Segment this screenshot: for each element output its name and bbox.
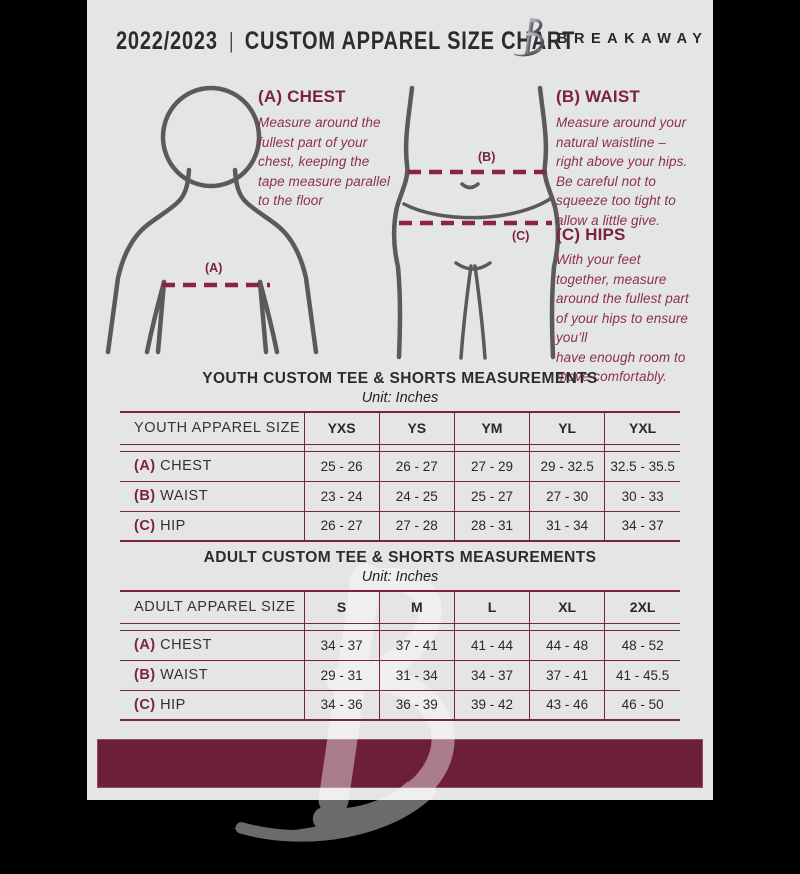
row-label: (B) WAIST: [120, 481, 304, 512]
table-row: (A) CHEST 25 - 26 26 - 27 27 - 29 29 - 3…: [120, 451, 680, 482]
waist-hips-diagram: [390, 85, 565, 360]
table-cell: 31 - 34: [378, 660, 455, 691]
table-cell: 41 - 44: [453, 630, 530, 661]
waist-marker-label: (B): [478, 150, 496, 164]
table-cell: 30 - 33: [604, 481, 680, 512]
row-label: (B) WAIST: [120, 660, 304, 691]
column-header: S: [303, 590, 380, 624]
header-divider-gap: [120, 623, 680, 631]
table-cell: 48 - 52: [604, 630, 680, 661]
column-header: YXS: [303, 411, 380, 445]
youth-table-title: YOUTH CUSTOM TEE & SHORTS MEASUREMENTS: [202, 370, 598, 387]
column-header: YS: [378, 411, 455, 445]
table-cell: 24 - 25: [378, 481, 455, 512]
table-cell: 44 - 48: [529, 630, 605, 661]
size-chart-flyer: 2022/2023 | CUSTOM APPAREL SIZE CHART: [87, 0, 713, 842]
column-header: L: [453, 590, 530, 624]
table-cell: 34 - 37: [453, 660, 530, 691]
waist-heading: (B) WAIST: [556, 87, 640, 106]
column-header: 2XL: [604, 590, 680, 624]
table-cell: 36 - 39: [378, 690, 455, 721]
table-cell: 26 - 27: [303, 511, 380, 542]
row-label: (A) CHEST: [120, 630, 304, 661]
table-row: (C) HIP 34 - 36 36 - 39 39 - 42 43 - 46 …: [120, 690, 680, 721]
table-cell: 34 - 37: [604, 511, 680, 542]
divider-bar: |: [228, 28, 234, 53]
footer-accent-bar: [97, 739, 703, 788]
table-cell: 34 - 36: [303, 690, 380, 721]
adult-table-unit: Unit: Inches: [361, 569, 439, 585]
table-cell: 27 - 29: [453, 451, 530, 482]
table-cell: 41 - 45.5: [604, 660, 680, 691]
hips-marker-label: (C): [512, 229, 530, 243]
hips-heading: (C) HIPS: [556, 225, 626, 244]
hips-instructions: With your feet together, measure around …: [556, 252, 689, 384]
table-cell: 25 - 26: [303, 451, 380, 482]
column-header: YM: [453, 411, 530, 445]
chest-heading: (A) CHEST: [258, 87, 346, 106]
column-header: YXL: [604, 411, 680, 445]
brand-name: BREAKAWAY: [557, 31, 709, 47]
table-cell: 46 - 50: [604, 690, 680, 721]
table-cell: 25 - 27: [453, 481, 530, 512]
chest-instructions: Measure around the fullest part of your …: [258, 115, 390, 208]
row-label: (C) HIP: [120, 511, 304, 542]
table-cell: 37 - 41: [529, 660, 605, 691]
table-cell: 29 - 32.5: [529, 451, 605, 482]
youth-size-table: YOUTH APPAREL SIZE YXS YS YM YL YXL (A) …: [120, 411, 680, 542]
youth-table-section: YOUTH CUSTOM TEE & SHORTS MEASUREMENTS U…: [120, 370, 680, 542]
youth-table-unit: Unit: Inches: [361, 390, 439, 406]
breakaway-logo-icon: [511, 15, 549, 61]
youth-size-header-cell: YOUTH APPAREL SIZE: [120, 411, 304, 445]
column-header: YL: [529, 411, 605, 445]
table-cell: 34 - 37: [303, 630, 380, 661]
table-cell: 37 - 41: [378, 630, 455, 661]
table-row: (B) WAIST 23 - 24 24 - 25 25 - 27 27 - 3…: [120, 481, 680, 512]
adult-size-header-cell: ADULT APPAREL SIZE: [120, 590, 304, 624]
waist-instructions: Measure around your natural waistline – …: [556, 115, 688, 228]
chest-marker-label: (A): [205, 261, 223, 275]
season-label: 2022/2023: [116, 26, 218, 55]
page-title: CUSTOM APPAREL SIZE CHART: [244, 26, 576, 55]
table-cell: 32.5 - 35.5: [604, 451, 680, 482]
table-cell: 26 - 27: [378, 451, 455, 482]
adult-table-title: ADULT CUSTOM TEE & SHORTS MEASUREMENTS: [203, 549, 597, 566]
adult-size-table: ADULT APPAREL SIZE S M L XL 2XL (A) CHES…: [120, 590, 680, 721]
table-cell: 29 - 31: [303, 660, 380, 691]
table-cell: 27 - 30: [529, 481, 605, 512]
adult-header-row: ADULT APPAREL SIZE S M L XL 2XL: [120, 590, 680, 624]
table-cell: 31 - 34: [529, 511, 605, 542]
column-header: M: [378, 590, 455, 624]
row-label: (C) HIP: [120, 690, 304, 721]
table-row: (B) WAIST 29 - 31 31 - 34 34 - 37 37 - 4…: [120, 660, 680, 691]
table-cell: 23 - 24: [303, 481, 380, 512]
header-divider-gap: [120, 444, 680, 452]
table-cell: 39 - 42: [453, 690, 530, 721]
table-row: (A) CHEST 34 - 37 37 - 41 41 - 44 44 - 4…: [120, 630, 680, 661]
column-header: XL: [529, 590, 605, 624]
table-cell: 27 - 28: [378, 511, 455, 542]
adult-table-section: ADULT CUSTOM TEE & SHORTS MEASUREMENTS U…: [120, 549, 680, 721]
table-cell: 43 - 46: [529, 690, 605, 721]
table-cell: 28 - 31: [453, 511, 530, 542]
row-label: (A) CHEST: [120, 451, 304, 482]
youth-header-row: YOUTH APPAREL SIZE YXS YS YM YL YXL: [120, 411, 680, 445]
torso-chest-diagram: [100, 82, 325, 357]
table-row: (C) HIP 26 - 27 27 - 28 28 - 31 31 - 34 …: [120, 511, 680, 542]
masthead: 2022/2023 | CUSTOM APPAREL SIZE CHART: [116, 26, 575, 56]
